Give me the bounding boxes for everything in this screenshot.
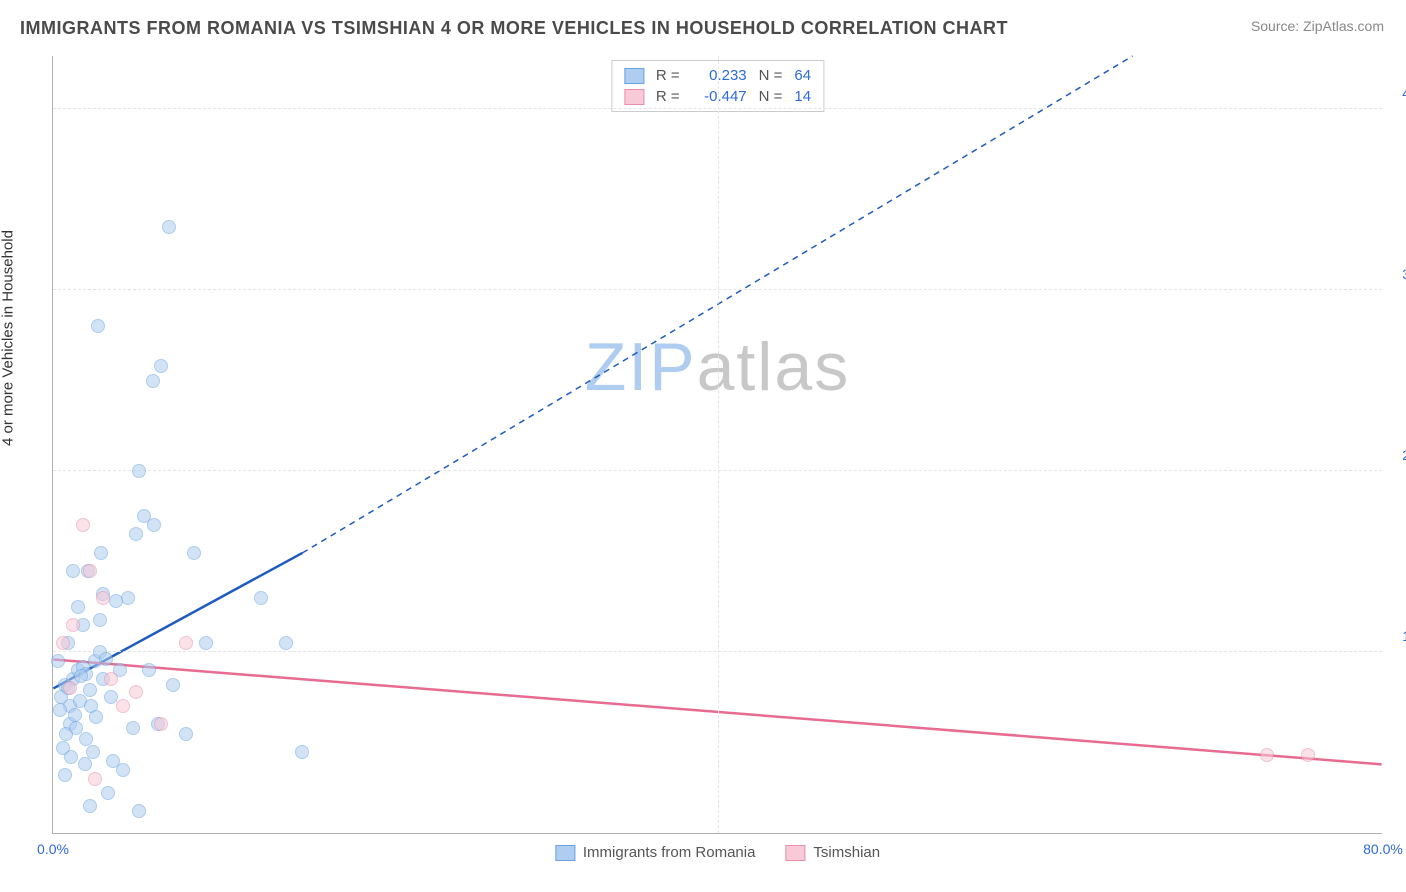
n-value: 64: [794, 67, 811, 84]
data-point: [86, 745, 100, 759]
data-point: [104, 672, 118, 686]
data-point: [129, 527, 143, 541]
data-point: [154, 359, 168, 373]
legend-label: Tsimshian: [813, 844, 880, 861]
legend-swatch: [624, 68, 644, 84]
y-tick-label: 30.0%: [1387, 266, 1406, 282]
r-label: R =: [656, 67, 680, 84]
data-point: [96, 591, 110, 605]
data-point: [83, 564, 97, 578]
data-point: [99, 652, 113, 666]
y-tick-label: 20.0%: [1387, 447, 1406, 463]
data-point: [78, 757, 92, 771]
data-point: [132, 804, 146, 818]
data-point: [71, 600, 85, 614]
data-point: [1260, 748, 1274, 762]
chart-title: IMMIGRANTS FROM ROMANIA VS TSIMSHIAN 4 O…: [20, 18, 1008, 39]
legend-item: Immigrants from Romania: [555, 844, 756, 861]
source-label: Source: ZipAtlas.com: [1251, 18, 1384, 34]
plot-area: ZIPatlas R =0.233N =64R =-0.447N =14 Imm…: [52, 56, 1382, 834]
data-point: [56, 636, 70, 650]
legend-swatch: [785, 845, 805, 861]
data-point: [93, 613, 107, 627]
data-point: [254, 591, 268, 605]
x-tick-label: 0.0%: [37, 841, 69, 857]
data-point: [1301, 748, 1315, 762]
data-point: [129, 685, 143, 699]
data-point: [109, 594, 123, 608]
data-point: [199, 636, 213, 650]
y-axis-label: 4 or more Vehicles in Household: [0, 230, 17, 446]
data-point: [83, 683, 97, 697]
data-point: [279, 636, 293, 650]
data-point: [147, 518, 161, 532]
data-point: [83, 799, 97, 813]
data-point: [64, 750, 78, 764]
data-point: [53, 703, 67, 717]
data-point: [142, 663, 156, 677]
data-point: [89, 710, 103, 724]
legend-item: Tsimshian: [785, 844, 880, 861]
r-label: R =: [656, 88, 680, 105]
n-value: 14: [794, 88, 811, 105]
data-point: [116, 699, 130, 713]
x-tick-label: 80.0%: [1363, 841, 1403, 857]
data-point: [154, 717, 168, 731]
legend-swatch: [624, 89, 644, 105]
data-point: [58, 768, 72, 782]
watermark-zip: ZIP: [585, 329, 697, 405]
data-point: [74, 669, 88, 683]
data-point: [187, 546, 201, 560]
data-point: [101, 786, 115, 800]
data-point: [179, 727, 193, 741]
data-point: [132, 464, 146, 478]
data-point: [76, 518, 90, 532]
n-label: N =: [759, 67, 783, 84]
legend-swatch: [555, 845, 575, 861]
data-point: [51, 654, 65, 668]
data-point: [66, 564, 80, 578]
data-point: [106, 754, 120, 768]
data-point: [179, 636, 193, 650]
data-point: [126, 721, 140, 735]
y-tick-label: 10.0%: [1387, 628, 1406, 644]
data-point: [63, 681, 77, 695]
data-point: [166, 678, 180, 692]
data-point: [91, 319, 105, 333]
r-value: 0.233: [692, 67, 747, 84]
data-point: [66, 618, 80, 632]
data-point: [162, 220, 176, 234]
data-point: [88, 772, 102, 786]
series-legend: Immigrants from Romania Tsimshian: [555, 844, 880, 861]
watermark-atlas: atlas: [697, 329, 851, 405]
data-point: [94, 546, 108, 560]
r-value: -0.447: [692, 88, 747, 105]
y-tick-label: 40.0%: [1387, 85, 1406, 101]
gridline-v: [718, 56, 719, 833]
legend-label: Immigrants from Romania: [583, 844, 756, 861]
data-point: [295, 745, 309, 759]
n-label: N =: [759, 88, 783, 105]
data-point: [146, 374, 160, 388]
